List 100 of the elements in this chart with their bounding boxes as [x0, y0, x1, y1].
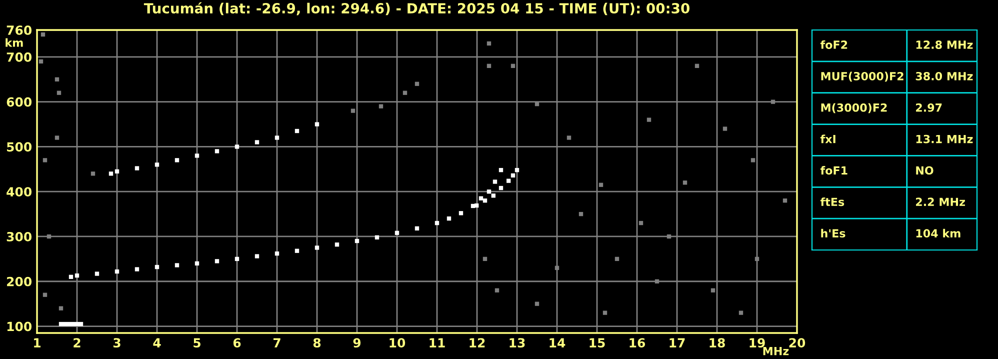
point — [750, 158, 756, 162]
point — [394, 230, 400, 235]
y-tick-label: 760 — [6, 25, 32, 35]
point — [738, 310, 744, 315]
point — [478, 196, 484, 200]
x-tick-label: 6 — [233, 338, 241, 348]
point — [334, 242, 340, 247]
point — [598, 182, 604, 187]
point — [194, 261, 200, 266]
point — [214, 149, 220, 154]
y-tick-label: 700 — [6, 52, 32, 62]
x-tick-label: 14 — [550, 338, 566, 348]
point — [534, 302, 540, 306]
x-tick-label: 13 — [510, 338, 525, 348]
point — [114, 169, 120, 174]
y-tick-label: 200 — [7, 276, 32, 286]
text: MUF(3000)F2 — [821, 72, 904, 82]
x-tick-label: 15 — [590, 338, 605, 348]
point — [414, 82, 420, 86]
point — [578, 212, 584, 216]
x-tick-label: 9 — [353, 338, 361, 348]
point — [134, 267, 140, 272]
point — [614, 256, 620, 262]
point — [492, 180, 498, 184]
point — [54, 77, 60, 82]
point — [486, 41, 492, 46]
y-axis-title: km — [6, 38, 23, 47]
point — [314, 122, 320, 126]
point — [294, 128, 300, 134]
point — [514, 168, 520, 172]
y-tick-label: 500 — [7, 142, 32, 152]
y-tick-label: 400 — [6, 187, 32, 197]
point — [694, 64, 700, 68]
x-tick-label: 19 — [750, 338, 765, 348]
x-tick-label: 10 — [390, 338, 406, 348]
point — [486, 190, 492, 194]
point — [510, 64, 516, 68]
point — [174, 158, 180, 162]
point — [70, 322, 76, 326]
point — [374, 235, 380, 240]
point — [566, 136, 572, 140]
point — [114, 269, 120, 274]
point — [194, 154, 200, 158]
point — [74, 273, 80, 278]
text: fxI — [820, 134, 836, 144]
point — [62, 322, 68, 326]
point — [46, 234, 52, 239]
point — [254, 254, 260, 258]
point — [782, 198, 788, 203]
text: NO — [916, 166, 934, 175]
point — [58, 322, 64, 326]
point — [666, 234, 672, 239]
point — [498, 168, 504, 172]
point — [354, 238, 360, 244]
point — [474, 203, 479, 208]
point — [350, 108, 356, 113]
point — [66, 322, 72, 326]
point — [458, 211, 464, 216]
x-tick-label: 8 — [313, 338, 321, 348]
point — [274, 251, 280, 256]
x-tick-label: 5 — [194, 338, 200, 348]
point — [486, 64, 492, 68]
x-tick-label: 3 — [113, 338, 120, 348]
y-tick-label: 600 — [6, 97, 32, 107]
x-tick-label: 2 — [74, 338, 80, 348]
point — [174, 263, 180, 268]
point — [294, 248, 300, 253]
text: foF2 — [820, 40, 848, 49]
point — [234, 144, 240, 149]
text: h'Es — [821, 228, 846, 238]
chart-title: Tucumán (lat: -26.9, lon: 294.6) - DATE: 2025 04 15 - TIME (UT): 00:30 — [144, 2, 690, 16]
point — [274, 136, 280, 140]
point — [134, 166, 140, 170]
point — [646, 118, 652, 122]
x-tick-label: 18 — [710, 338, 725, 348]
point — [154, 162, 160, 167]
point — [770, 100, 776, 104]
point — [254, 140, 260, 144]
text: 38.0 MHz — [916, 72, 973, 80]
x-tick-label: 17 — [670, 338, 685, 348]
point — [94, 272, 100, 276]
point — [506, 178, 511, 183]
x-tick-label: 1 — [34, 338, 40, 348]
x-tick-label: 16 — [630, 338, 646, 348]
x-axis-title: MHz — [763, 346, 789, 356]
point — [498, 186, 504, 190]
point — [722, 126, 728, 131]
point — [446, 216, 452, 221]
text: 2.97 — [916, 103, 942, 112]
point — [56, 90, 62, 95]
point — [754, 256, 760, 262]
point — [58, 306, 64, 310]
point — [42, 158, 48, 162]
point — [90, 172, 96, 176]
text: 13.1 MHz — [916, 134, 973, 144]
point — [710, 288, 716, 292]
point — [491, 194, 496, 198]
point — [78, 322, 84, 326]
x-tick-label: 20 — [789, 338, 806, 348]
point — [314, 246, 320, 250]
